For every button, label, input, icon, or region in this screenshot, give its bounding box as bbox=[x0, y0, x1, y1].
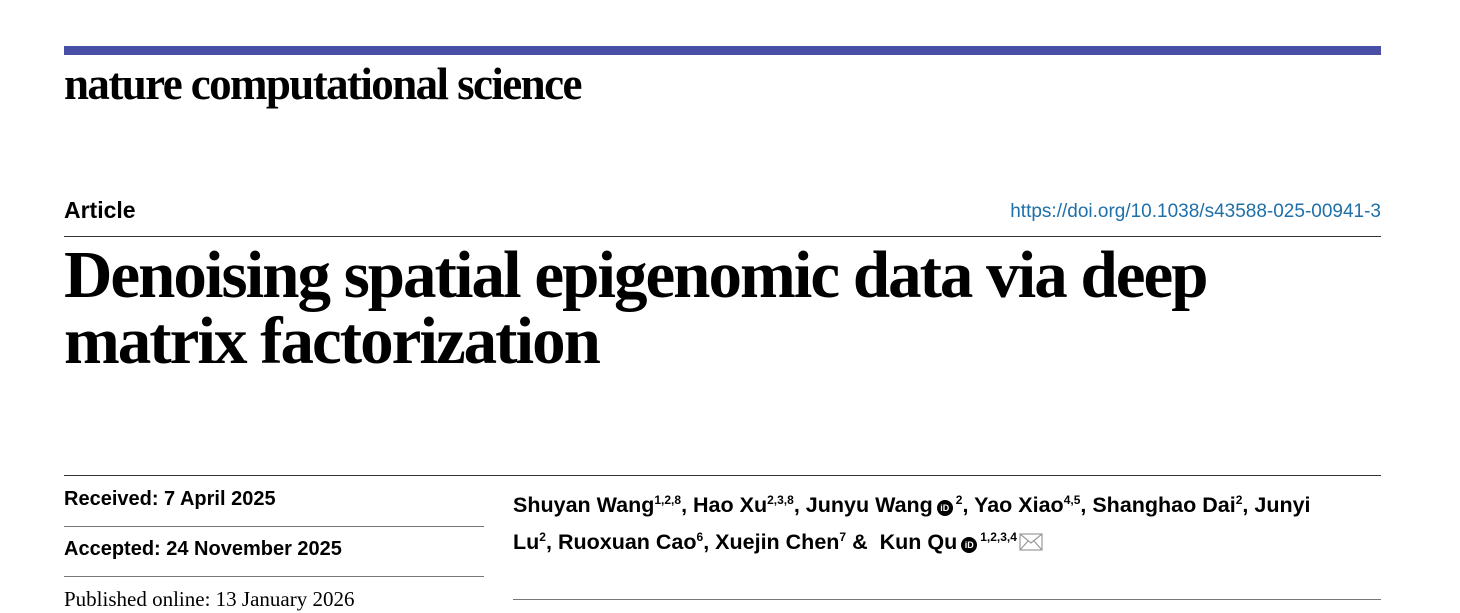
author: Ruoxuan Cao6 bbox=[558, 530, 703, 554]
affiliation: 2 bbox=[1235, 493, 1243, 507]
author-separator: , bbox=[681, 493, 688, 518]
author-name: Xuejin Chen bbox=[715, 530, 840, 555]
published-date: Published online: 13 January 2026 bbox=[64, 587, 355, 611]
author: Junyu Wang iD2 bbox=[806, 493, 963, 517]
author-name: Ruoxuan Cao bbox=[557, 530, 697, 555]
rule bbox=[64, 526, 484, 527]
affiliation: 7 bbox=[839, 530, 847, 545]
affiliation: 2 bbox=[955, 493, 963, 507]
affiliation: 4,5 bbox=[1063, 493, 1081, 507]
received-date: Received: 7 April 2025 bbox=[64, 488, 276, 510]
author: Shanghao Dai2 bbox=[1092, 493, 1242, 517]
author-separator: , bbox=[703, 530, 710, 555]
accepted-date: Accepted: 24 November 2025 bbox=[64, 538, 342, 560]
rule bbox=[64, 576, 484, 577]
affiliation: 1,2,8 bbox=[654, 493, 682, 507]
author: Junyi Lu2 bbox=[513, 493, 1311, 554]
author-separator: , bbox=[1080, 493, 1087, 518]
rule bbox=[64, 236, 1381, 237]
author: Xuejin Chen7 bbox=[715, 530, 846, 554]
author-name: Shuyan Wang bbox=[513, 493, 655, 518]
author-name: Yao Xiao bbox=[974, 493, 1064, 518]
author-separator: , bbox=[545, 530, 552, 555]
author-name: Shanghao Dai bbox=[1092, 493, 1236, 518]
journal-bar bbox=[64, 46, 1381, 55]
author-separator: , bbox=[962, 493, 969, 518]
affiliation: 1,2,3,4 bbox=[980, 530, 1017, 545]
author: Hao Xu2,3,8 bbox=[693, 493, 794, 517]
mail-icon[interactable] bbox=[1019, 533, 1043, 551]
rule bbox=[64, 475, 1381, 476]
author-name: Kun Qu bbox=[879, 530, 958, 555]
author: Yao Xiao4,5 bbox=[974, 493, 1080, 517]
affiliation: 2 bbox=[539, 530, 546, 545]
author-name: Hao Xu bbox=[693, 493, 768, 518]
author-name: Junyu Wang bbox=[805, 493, 933, 518]
author-list: Shuyan Wang1,2,8, Hao Xu2,3,8, Junyu Wan… bbox=[513, 484, 1313, 558]
author-separator: , bbox=[793, 493, 800, 518]
author-separator: , bbox=[1242, 493, 1249, 518]
author-name: Junyi Lu bbox=[513, 493, 1311, 555]
author-separator: & bbox=[852, 530, 868, 555]
orcid-icon[interactable]: iD bbox=[961, 537, 978, 554]
affiliation: 6 bbox=[696, 530, 704, 545]
author: Kun Qu iD1,2,3,4 bbox=[880, 530, 1043, 554]
rule bbox=[513, 599, 1381, 600]
journal-name: nature computational science bbox=[64, 59, 582, 109]
affiliation: 2,3,8 bbox=[767, 493, 794, 507]
author: Shuyan Wang1,2,8 bbox=[513, 493, 681, 517]
doi-link[interactable]: https://doi.org/10.1038/s43588-025-00941… bbox=[1010, 201, 1381, 222]
article-type: Article bbox=[64, 197, 136, 223]
article-title: Denoising spatial epigenomic data via de… bbox=[64, 238, 1209, 378]
orcid-icon[interactable]: iD bbox=[936, 500, 953, 517]
